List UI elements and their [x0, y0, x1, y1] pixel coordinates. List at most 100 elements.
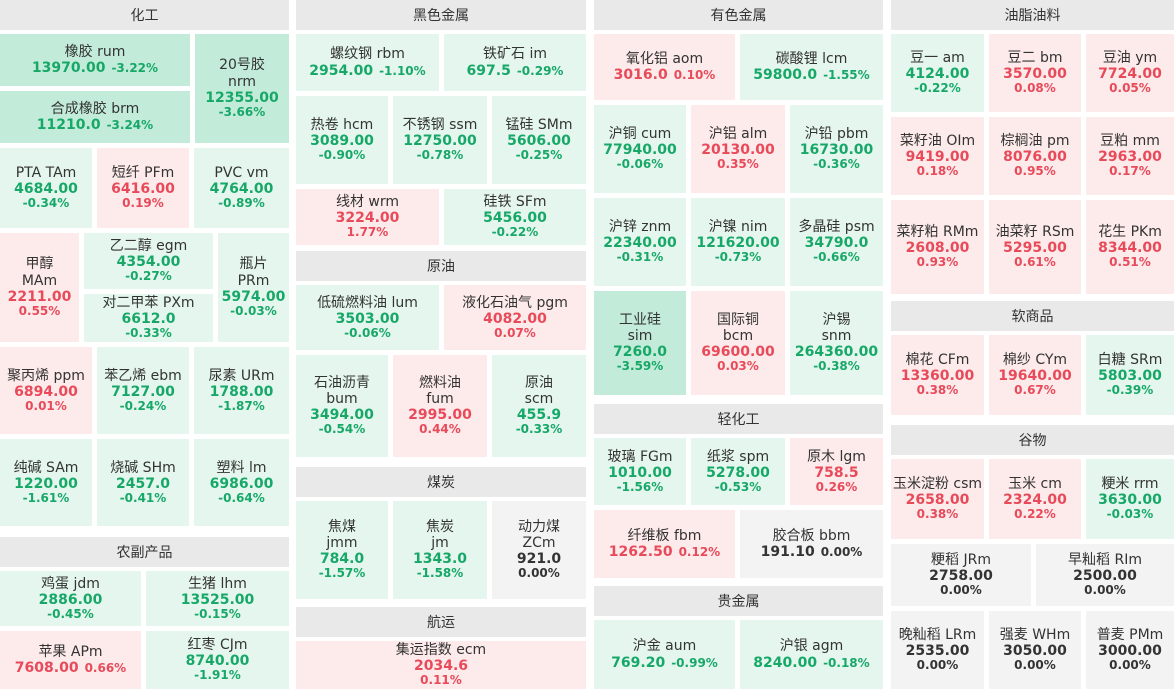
tile-ym[interactable]: 豆油 ym 7724.00 0.05% — [1086, 34, 1174, 112]
tile-bm[interactable]: 豆二 bm 3570.00 0.08% — [989, 34, 1081, 112]
tile-pgm[interactable]: 液化石油气 pgm 4082.00 0.07% — [444, 285, 586, 350]
tile-rbm[interactable]: 螺纹钢 rbm 2954.00 -1.10% — [296, 34, 439, 91]
tile-fbm[interactable]: 纤维板 fbm 1262.50 0.12% — [594, 510, 735, 578]
tile-spm[interactable]: 纸浆 spm 5278.00 -0.53% — [691, 438, 785, 505]
tile-change: 0.17% — [1109, 164, 1151, 179]
tile-egm[interactable]: 乙二醇 egm 4354.00 -0.27% — [84, 233, 213, 289]
tile-cjm[interactable]: 红枣 CJm 8740.00 -1.91% — [146, 631, 289, 689]
tile-pbm[interactable]: 沪铅 pbm 16730.00 -0.36% — [790, 105, 883, 193]
tile-name: 工业硅 sim — [619, 311, 661, 345]
tile-tam[interactable]: PTA TAm 4684.00 -0.34% — [0, 148, 92, 228]
tile-name: 玻璃 FGm — [607, 448, 673, 465]
tile-brm[interactable]: 合成橡胶 brm 11210.0 -3.24% — [0, 91, 190, 143]
tile-quote: 3050.00 0.00% — [1003, 643, 1067, 673]
tile-ppm[interactable]: 聚丙烯 ppm 6894.00 0.01% — [0, 347, 92, 434]
tile-change: -0.25% — [515, 148, 563, 163]
tile-nim[interactable]: 沪镍 nim 121620.00 -0.73% — [691, 198, 785, 286]
tile-change: 0.01% — [25, 398, 67, 413]
tile-change: 0.44% — [419, 422, 461, 437]
tile-bcm[interactable]: 国际铜 bcm 69600.00 0.03% — [691, 291, 785, 395]
tile-aom[interactable]: 氧化铝 aom 3016.0 0.10% — [594, 34, 735, 100]
tile-lum[interactable]: 低硫燃料油 lum 3503.00 -0.06% — [296, 285, 439, 350]
tile-quote: 3630.00 -0.03% — [1098, 492, 1162, 522]
tile-lm[interactable]: 塑料 lm 6986.00 -0.64% — [194, 439, 289, 526]
tile-scm[interactable]: 原油 scm 455.9 -0.33% — [492, 355, 586, 457]
tile-cm[interactable]: 玉米 cm 2324.00 0.22% — [989, 459, 1081, 539]
tile-name: 热卷 hcm — [310, 117, 374, 133]
tile-name: 强麦 WHm — [999, 627, 1071, 643]
tile-rmm[interactable]: 菜籽粕 RMm 2608.00 0.93% — [891, 200, 984, 294]
tile-bbm[interactable]: 胶合板 bbm 191.10 0.00% — [740, 510, 883, 578]
tile-name: 国际铜 bcm — [717, 311, 759, 345]
tile-oim[interactable]: 菜籽油 OIm 9419.00 0.18% — [891, 117, 984, 195]
tile-rrm[interactable]: 粳米 rrm 3630.00 -0.03% — [1086, 459, 1174, 539]
tile-lgm[interactable]: 原木 lgm 758.5 0.26% — [790, 438, 883, 505]
tile-fgm[interactable]: 玻璃 FGm 1010.00 -1.56% — [594, 438, 686, 505]
tile-am[interactable]: 豆一 am 4124.00 -0.22% — [891, 34, 984, 112]
tile-hcm[interactable]: 热卷 hcm 3089.00 -0.90% — [296, 96, 388, 184]
tile-change: -0.22% — [491, 225, 539, 240]
tile-change: 0.08% — [1014, 81, 1056, 96]
tile-jmm[interactable]: 焦煤 jmm 784.0 -1.57% — [296, 501, 388, 599]
tile-price: 769.20 — [611, 654, 666, 671]
tile-name: 沪银 agm — [779, 638, 844, 655]
tile-jm[interactable]: 焦炭 jm 1343.0 -1.58% — [393, 501, 487, 599]
tile-quote: 12750.00 -0.78% — [403, 133, 477, 163]
tile-price: 3050.00 — [1003, 643, 1067, 660]
tile-snm[interactable]: 沪锡 snm 264360.00 -0.38% — [790, 291, 883, 395]
tile-sam[interactable]: 纯碱 SAm 1220.00 -1.61% — [0, 439, 92, 526]
tile-pm[interactable]: 棕榈油 pm 8076.00 0.95% — [989, 117, 1081, 195]
tile-jrm[interactable]: 粳稻 JRm 2758.00 0.00% — [891, 544, 1031, 606]
tile-smm[interactable]: 锰硅 SMm 5606.00 -0.25% — [492, 96, 586, 184]
tile-jdm[interactable]: 鸡蛋 jdm 2886.00 -0.45% — [0, 571, 141, 626]
tile-ssm[interactable]: 不锈钢 ssm 12750.00 -0.78% — [393, 96, 487, 184]
tile-agm[interactable]: 沪银 agm 8240.00 -0.18% — [740, 620, 883, 689]
tile-bum[interactable]: 石油沥青 bum 3494.00 -0.54% — [296, 355, 388, 457]
tile-alm[interactable]: 沪铝 alm 20130.00 0.35% — [691, 105, 785, 193]
tile-ebm[interactable]: 苯乙烯 ebm 7127.00 -0.24% — [97, 347, 189, 434]
tile-fum[interactable]: 燃料油 fum 2995.00 0.44% — [393, 355, 487, 457]
tile-srm[interactable]: 白糖 SRm 5803.00 -0.39% — [1086, 335, 1174, 415]
tile-name: 粳稻 JRm — [931, 552, 991, 568]
tile-apm[interactable]: 苹果 APm 7608.00 0.66% — [0, 631, 141, 689]
tile-znm[interactable]: 沪锌 znm 22340.00 -0.31% — [594, 198, 686, 286]
tile-vm[interactable]: PVC vm 4764.00 -0.89% — [194, 148, 289, 228]
tile-pfm[interactable]: 短纤 PFm 6416.00 0.19% — [97, 148, 189, 228]
tile-name: 橡胶 rum — [64, 43, 126, 60]
tile-nrm[interactable]: 20号胶 nrm 12355.00 -3.66% — [195, 34, 289, 143]
tile-cum[interactable]: 沪铜 cum 77940.00 -0.06% — [594, 105, 686, 193]
tile-lcm[interactable]: 碳酸锂 lcm 59800.0 -1.55% — [740, 34, 883, 100]
tile-quote: 4764.00 -0.89% — [210, 181, 274, 211]
tile-pkm[interactable]: 花生 PKm 8344.00 0.51% — [1086, 200, 1174, 294]
tile-whm[interactable]: 强麦 WHm 3050.00 0.00% — [989, 611, 1081, 689]
tile-cfm[interactable]: 棉花 CFm 13360.00 0.38% — [891, 335, 984, 415]
tile-prm[interactable]: 瓶片 PRm 5974.00 -0.03% — [218, 233, 289, 342]
tile-im[interactable]: 铁矿石 im 697.5 -0.29% — [444, 34, 586, 91]
tile-rsm[interactable]: 油菜籽 RSm 5295.00 0.61% — [989, 200, 1081, 294]
tile-cym[interactable]: 棉纱 CYm 19640.00 0.67% — [989, 335, 1081, 415]
tile-lhm[interactable]: 生猪 lhm 13525.00 -0.15% — [146, 571, 289, 626]
tile-mam[interactable]: 甲醇 MAm 2211.00 0.55% — [0, 233, 79, 342]
tile-aum[interactable]: 沪金 aum 769.20 -0.99% — [594, 620, 735, 689]
tile-psm[interactable]: 多晶硅 psm 34790.0 -0.66% — [790, 198, 883, 286]
tile-price: 4124.00 — [905, 66, 970, 83]
tile-zcm[interactable]: 动力煤 ZCm 921.0 0.00% — [492, 501, 586, 599]
tile-quote: 784.0 -1.57% — [319, 551, 366, 581]
tile-urm[interactable]: 尿素 URm 1788.00 -1.87% — [194, 347, 289, 434]
tile-rum[interactable]: 橡胶 rum 13970.00 -3.22% — [0, 34, 190, 86]
tile-price: 6612.0 — [121, 311, 176, 328]
tile-rim[interactable]: 早籼稻 RIm 2500.00 0.00% — [1036, 544, 1174, 606]
tile-pxm[interactable]: 对二甲苯 PXm 6612.0 -0.33% — [84, 294, 213, 342]
tile-sfm[interactable]: 硅铁 SFm 5456.00 -0.22% — [444, 189, 586, 245]
tile-ecm[interactable]: 集运指数 ecm 2034.6 0.11% — [296, 641, 586, 689]
tile-sim[interactable]: 工业硅 sim 7260.0 -3.59% — [594, 291, 686, 395]
tile-csm[interactable]: 玉米淀粉 csm 2658.00 0.38% — [891, 459, 984, 539]
tile-shm[interactable]: 烧碱 SHm 2457.0 -0.41% — [97, 439, 189, 526]
tile-quote: 13970.00 -3.22% — [32, 60, 158, 76]
tile-price: 784.0 — [319, 551, 365, 568]
tile-quote: 77940.00 -0.06% — [603, 142, 677, 172]
tile-mm[interactable]: 豆粕 mm 2963.00 0.17% — [1086, 117, 1174, 195]
tile-lrm[interactable]: 晚籼稻 LRm 2535.00 0.00% — [891, 611, 984, 689]
tile-wrm[interactable]: 线材 wrm 3224.00 1.77% — [296, 189, 439, 245]
tile-pmm[interactable]: 普麦 PMm 3000.00 0.00% — [1086, 611, 1174, 689]
